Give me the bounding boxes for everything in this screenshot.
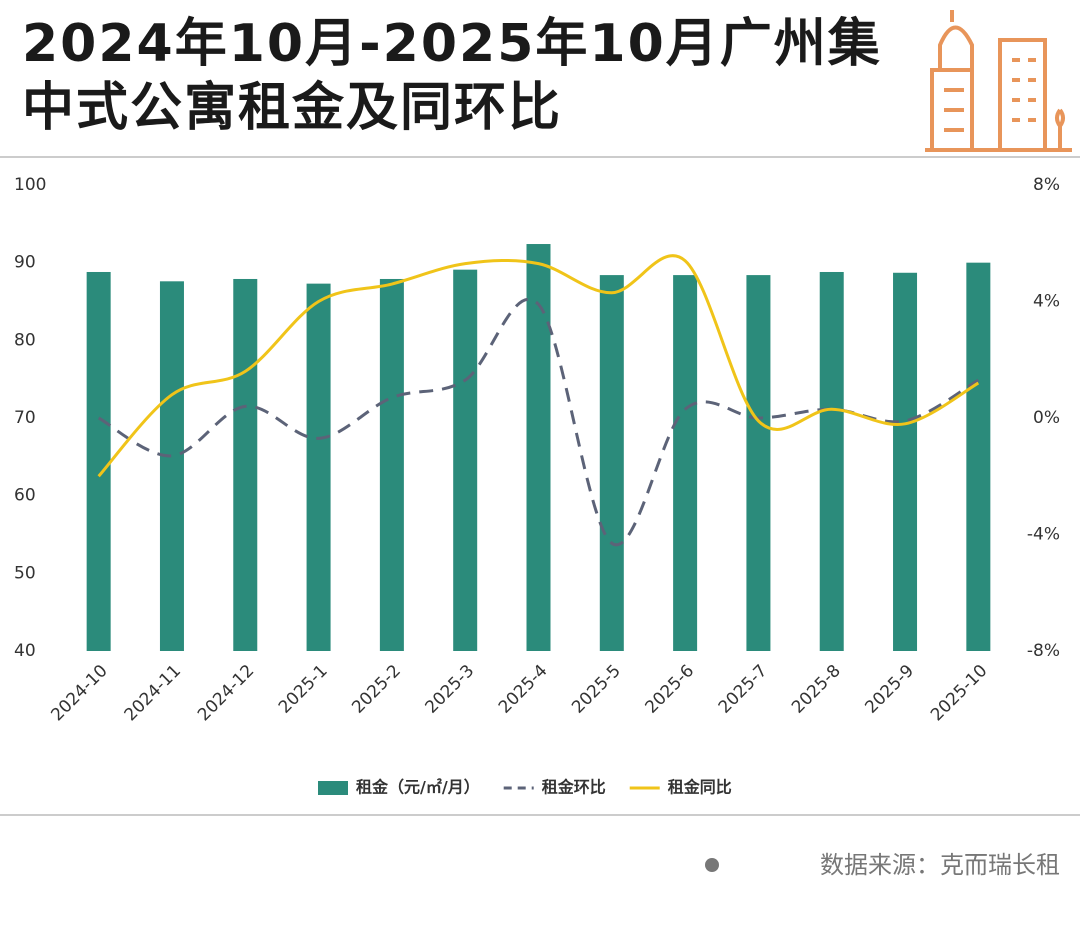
building-icon (925, 10, 1072, 152)
y2-tick-label: 8% (1033, 175, 1060, 195)
y-tick-label: 80 (14, 330, 36, 350)
x-tick-label: 2025-2 (348, 661, 405, 718)
bar (233, 278, 258, 651)
y2-tick-label: 4% (1033, 292, 1060, 312)
y-tick-label: 50 (14, 563, 36, 583)
bar (379, 278, 404, 651)
bar (966, 262, 991, 651)
bar (159, 281, 184, 651)
y-tick-label: 90 (14, 253, 36, 273)
bar (453, 269, 478, 651)
y-tick-label: 60 (14, 486, 36, 506)
x-tick-label: 2025-1 (275, 661, 332, 718)
x-tick-label: 2025-9 (861, 661, 918, 718)
bar (673, 275, 698, 651)
y2-tick-label: -8% (1027, 641, 1060, 661)
legend-label: 租金同比 (668, 778, 732, 797)
x-tick-label: 2024-10 (47, 661, 111, 725)
line (97, 254, 980, 478)
source-dot (705, 858, 719, 872)
bar (893, 272, 918, 651)
y-tick-label: 40 (14, 641, 36, 661)
y2-tick-label: 0% (1033, 408, 1060, 428)
bar (599, 275, 624, 651)
bar (86, 271, 111, 651)
bar (819, 271, 844, 651)
chart-title: 2024年10月-2025年10月广州集中式公寓租金及同环比 (22, 14, 882, 138)
y-tick-label: 70 (14, 408, 36, 428)
legend-label: 租金环比 (542, 778, 606, 797)
y-tick-label: 100 (14, 175, 46, 195)
x-tick-label: 2025-10 (927, 661, 991, 725)
legend-swatch (318, 781, 348, 795)
legend-label: 租金（元/㎡/月） (356, 778, 480, 797)
x-tick-label: 2025-8 (788, 661, 845, 718)
x-tick-label: 2025-3 (422, 661, 479, 718)
x-tick-label: 2025-5 (568, 661, 625, 718)
x-tick-label: 2024-12 (194, 661, 258, 725)
x-tick-label: 2024-11 (121, 661, 185, 725)
y2-tick-label: -4% (1027, 525, 1060, 545)
x-tick-label: 2025-7 (715, 661, 772, 718)
x-tick-label: 2025-4 (495, 661, 552, 718)
bar (526, 244, 551, 651)
x-tick-label: 2025-6 (641, 661, 698, 718)
bar (746, 275, 771, 651)
bar (306, 283, 331, 651)
legend: 租金（元/㎡/月） 租金环比 租金同比 (318, 778, 732, 797)
source: 数据来源：克而瑞长租 (820, 851, 1060, 879)
line (97, 297, 980, 547)
